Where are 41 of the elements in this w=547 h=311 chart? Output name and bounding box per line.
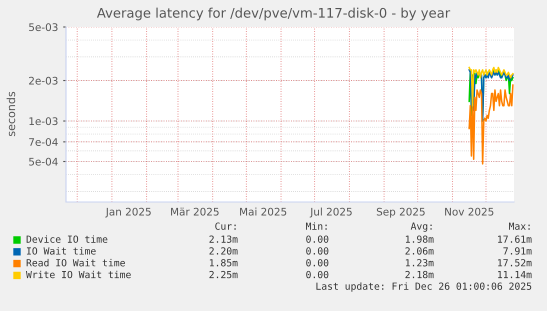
legend-label: Read IO Wait time [26,258,125,266]
text: 2.20m [209,247,238,255]
text: 2.25m [209,270,238,278]
x-tick-label: Nov 2025 [445,208,494,216]
x-tick-label: Jul 2025 [310,208,352,218]
text: 2.18m [405,270,434,278]
text: 2.13m [209,235,238,243]
chart-title: Average latency for /dev/pve/vm-117-disk-0 - by year [96,8,450,20]
y-tick-label: 5e-04 [29,158,58,166]
y-tick-label: 1e-03 [29,117,58,126]
line-series [468,69,514,122]
y-tick-label: 5e-03 [29,23,58,32]
text: 0.00 [306,247,328,255]
text: 0.00 [306,259,328,266]
text: 1.98m [406,235,434,243]
legend-label: IO Wait time [26,247,96,255]
text: 17.61m [498,235,532,243]
text: 17.52m [498,259,532,266]
x-tick-label: Sep 2025 [376,208,425,218]
line-series [468,84,514,165]
text: Avg: [410,222,432,232]
text: 7.91m [503,247,532,255]
y-axis-title: seconds [6,92,16,136]
text: Last update: Fri Dec 26 01:00:06 2025 [316,282,532,292]
y-tick-label: 7e-04 [29,138,58,146]
text: 1.23m [406,259,434,266]
x-tick-label: Mär 2025 [171,208,219,216]
y-tick-label: 2e-03 [29,76,58,85]
legend-label: Device IO time [26,235,108,243]
x-tick-label: Jan 2025 [105,208,151,218]
legend-label: Write IO Wait time [26,270,131,278]
text: 1.85m [210,259,238,266]
text: 0.00 [306,235,328,243]
x-tick-label: Mai 2025 [240,208,286,216]
text: 11.14m [498,271,532,278]
text: Min: [306,222,327,230]
text: Max: [508,222,530,230]
text: Cur: [215,222,236,230]
text: 2.06m [405,247,434,255]
line-series [468,66,514,106]
text: 0.00 [306,270,328,278]
